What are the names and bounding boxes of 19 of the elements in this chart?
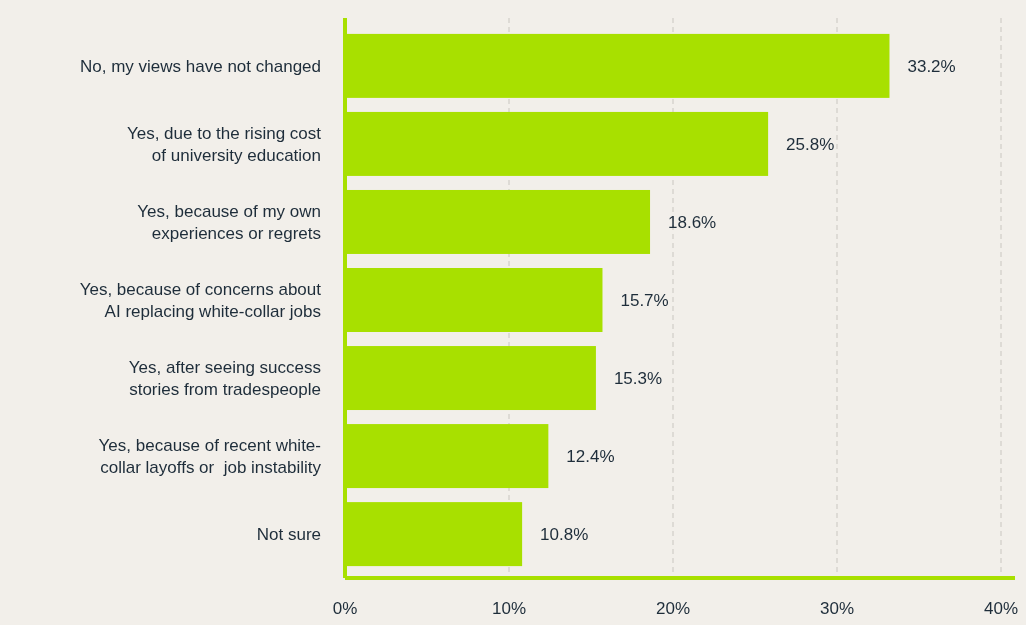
x-tick-label: 10% — [491, 599, 527, 618]
y-tick-label: Yes, due to the rising cost of university education — [126, 123, 322, 165]
data-label: 12.4% — [566, 447, 615, 467]
y-tick-label: No, my views have not changed — [80, 56, 321, 76]
data-label: 18.6% — [668, 212, 717, 232]
x-tick-label: 20% — [655, 599, 691, 618]
data-label: 15.7% — [620, 291, 669, 310]
x-tick-label: 30% — [819, 599, 855, 618]
x-tick-label: 40% — [983, 599, 1019, 618]
data-label: 33.2% — [907, 56, 956, 76]
y-tick-label: Yes, after seeing success stories from tradespeople — [128, 358, 321, 400]
x-tick-label: 0% — [332, 599, 358, 618]
y-tick-label: Not sure — [256, 525, 321, 545]
y-tick-label: Yes, because of concerns about AI replacing white-collar jobs — [79, 280, 322, 321]
y-tick-label: Yes, because of my own experiences or regrets — [137, 201, 321, 243]
data-label: 10.8% — [540, 525, 589, 545]
data-label: 15.3% — [613, 369, 663, 389]
data-label: 25.8% — [786, 134, 835, 154]
y-tick-label: Yes, because of recent white- collar layoffs or job instability — [98, 436, 322, 478]
